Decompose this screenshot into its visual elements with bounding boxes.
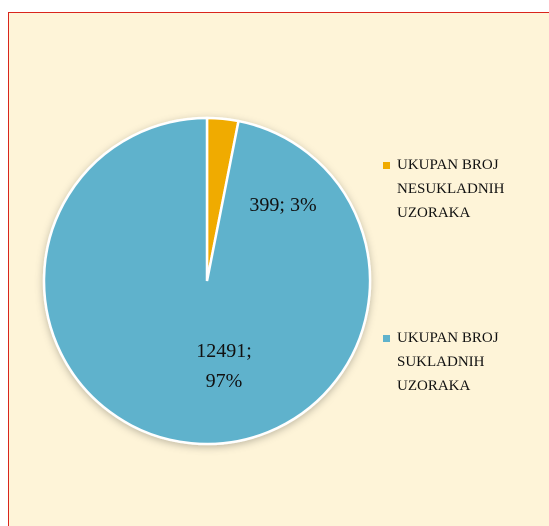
legend-label: UKUPAN BROJ NESUKLADNIH UZORAKA: [397, 157, 505, 221]
pie: [42, 116, 372, 446]
pie-slice: [42, 116, 372, 446]
data-label: 399; 3%: [249, 194, 317, 216]
legend-swatch: [383, 162, 390, 169]
legend-label: UKUPAN BROJ SUKLADNIH UZORAKA: [397, 330, 499, 394]
legend-swatch: [383, 335, 390, 342]
data-label: 12491; 97%: [196, 340, 252, 392]
